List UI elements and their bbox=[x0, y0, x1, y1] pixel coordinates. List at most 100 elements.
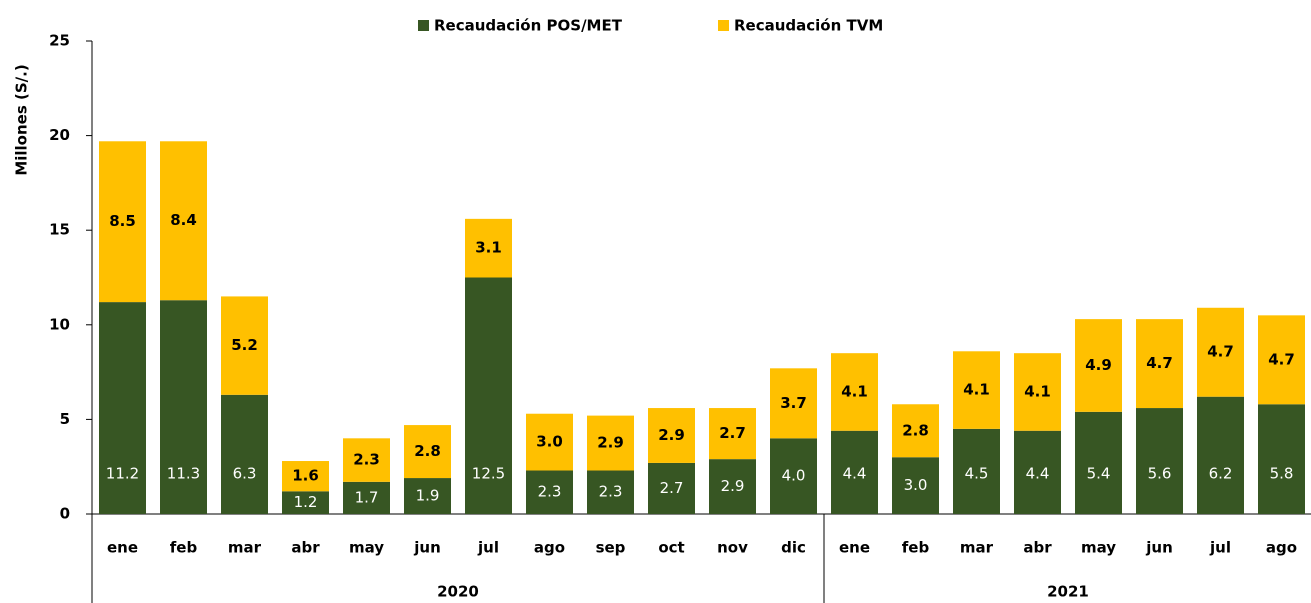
bar-segment bbox=[526, 413, 573, 471]
value-label: 1.9 bbox=[416, 487, 440, 505]
value-label: 3.7 bbox=[780, 394, 807, 412]
value-label: 4.1 bbox=[1024, 382, 1051, 400]
bar-segment bbox=[831, 430, 878, 514]
value-label: 4.1 bbox=[963, 381, 990, 399]
value-label: 8.4 bbox=[170, 211, 197, 229]
x-tick-label: oct bbox=[658, 539, 684, 557]
bar-segment bbox=[709, 459, 756, 514]
value-label: 2.8 bbox=[902, 421, 929, 439]
value-label: 4.0 bbox=[782, 467, 806, 485]
x-tick-label: jul bbox=[477, 539, 499, 557]
bar-segment bbox=[770, 438, 817, 514]
y-tick-label: 5 bbox=[60, 410, 70, 428]
group-label: 2020 bbox=[437, 583, 479, 601]
value-label: 3.1 bbox=[475, 239, 502, 257]
value-label: 4.5 bbox=[965, 465, 989, 483]
bar-segment bbox=[892, 457, 939, 514]
legend-swatch bbox=[418, 20, 429, 31]
value-label: 11.2 bbox=[106, 465, 139, 483]
x-tick-label: ene bbox=[107, 539, 138, 557]
x-tick-label: mar bbox=[960, 539, 994, 557]
x-tick-label: dic bbox=[781, 539, 806, 557]
bar-segment bbox=[404, 478, 451, 514]
value-label: 1.6 bbox=[292, 467, 319, 485]
bar-segment bbox=[282, 491, 329, 514]
x-tick-label: nov bbox=[717, 539, 748, 557]
x-tick-label: jun bbox=[1145, 539, 1173, 557]
bar-segment bbox=[160, 300, 207, 514]
bar-segment bbox=[953, 351, 1000, 429]
value-label: 2.8 bbox=[414, 442, 441, 460]
group-label: 2021 bbox=[1047, 583, 1089, 601]
x-tick-label: ago bbox=[534, 539, 565, 557]
value-label: 2.3 bbox=[538, 483, 562, 501]
value-label: 5.2 bbox=[231, 336, 258, 354]
bar-segment bbox=[831, 353, 878, 431]
bar-segment bbox=[99, 141, 146, 303]
bar-segment bbox=[1014, 353, 1061, 431]
bar-segment bbox=[465, 277, 512, 514]
value-label: 4.4 bbox=[843, 465, 867, 483]
value-label: 2.9 bbox=[721, 477, 745, 495]
legend-label: Recaudación TVM bbox=[734, 17, 883, 35]
x-tick-label: jul bbox=[1209, 539, 1231, 557]
x-tick-label: may bbox=[1081, 539, 1116, 557]
bar-segment bbox=[99, 302, 146, 514]
bar-segment bbox=[1136, 319, 1183, 409]
bar-segment bbox=[1197, 396, 1244, 514]
bar-segment bbox=[1258, 404, 1305, 514]
bar-segment bbox=[1197, 307, 1244, 397]
value-label: 4.7 bbox=[1268, 350, 1295, 368]
x-tick-label: may bbox=[349, 539, 384, 557]
bar-segment bbox=[1136, 408, 1183, 514]
bar-segment bbox=[160, 141, 207, 301]
value-label: 1.7 bbox=[355, 488, 379, 506]
bar-segment bbox=[1075, 411, 1122, 514]
bar-segment bbox=[770, 368, 817, 439]
value-label: 5.4 bbox=[1087, 465, 1111, 483]
value-label: 2.3 bbox=[599, 483, 623, 501]
value-label: 1.2 bbox=[294, 493, 318, 511]
bar-segment bbox=[709, 408, 756, 460]
bar-segment bbox=[648, 462, 695, 514]
y-tick-label: 0 bbox=[60, 505, 70, 523]
bar-segment bbox=[1258, 315, 1305, 405]
x-tick-label: feb bbox=[902, 539, 930, 557]
bar-segment bbox=[892, 404, 939, 458]
y-tick-label: 10 bbox=[49, 315, 70, 333]
bar-segment bbox=[953, 428, 1000, 514]
value-label: 12.5 bbox=[472, 465, 505, 483]
bar-segment bbox=[587, 415, 634, 471]
value-label: 8.5 bbox=[109, 212, 136, 230]
x-tick-label: sep bbox=[596, 539, 626, 557]
value-label: 5.6 bbox=[1148, 465, 1172, 483]
value-label: 5.8 bbox=[1270, 465, 1294, 483]
bar-segment bbox=[465, 218, 512, 278]
value-label: 4.7 bbox=[1207, 343, 1234, 361]
x-tick-label: ago bbox=[1266, 539, 1297, 557]
value-label: 2.9 bbox=[658, 426, 685, 444]
x-tick-label: feb bbox=[170, 539, 198, 557]
x-tick-label: abr bbox=[1023, 539, 1052, 557]
y-tick-label: 20 bbox=[49, 126, 70, 144]
bar-segment bbox=[282, 461, 329, 492]
value-label: 4.4 bbox=[1026, 465, 1050, 483]
value-label: 4.7 bbox=[1146, 354, 1173, 372]
legend-label: Recaudación POS/MET bbox=[434, 17, 623, 35]
value-label: 6.3 bbox=[233, 465, 257, 483]
bar-segment bbox=[648, 408, 695, 463]
legend-swatch bbox=[718, 20, 729, 31]
bar-segment bbox=[1014, 430, 1061, 514]
value-label: 4.1 bbox=[841, 382, 868, 400]
value-label: 2.7 bbox=[660, 479, 684, 497]
x-tick-label: ene bbox=[839, 539, 870, 557]
y-tick-label: 15 bbox=[49, 221, 70, 239]
x-tick-label: mar bbox=[228, 539, 262, 557]
bar-segment bbox=[587, 470, 634, 514]
value-label: 4.9 bbox=[1085, 356, 1112, 374]
bar-segment bbox=[343, 481, 390, 514]
bar-segment bbox=[404, 425, 451, 479]
value-label: 11.3 bbox=[167, 465, 200, 483]
value-label: 3.0 bbox=[904, 476, 928, 494]
